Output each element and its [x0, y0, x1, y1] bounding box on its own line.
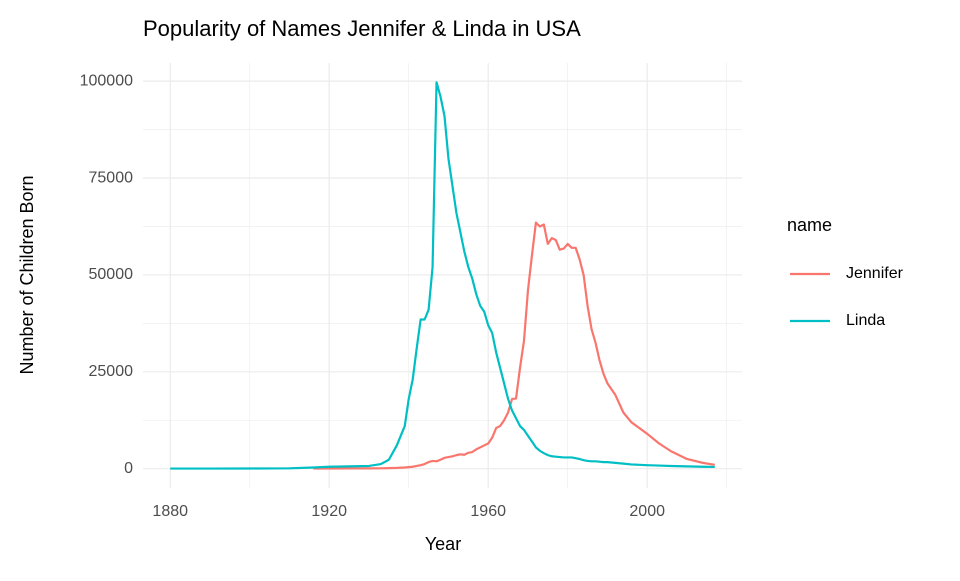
x-tick-label: 1920 [311, 503, 347, 520]
y-tick-label: 25000 [89, 363, 134, 380]
x-axis-label: Year [425, 534, 461, 554]
legend-title: name [787, 215, 832, 235]
legend-label: Jennifer [846, 265, 904, 282]
x-tick-label: 1880 [152, 503, 188, 520]
y-tick-label: 50000 [89, 266, 134, 283]
line [170, 81, 715, 470]
y-tick-label: 75000 [89, 169, 134, 186]
chart-title: Popularity of Names Jennifer & Linda in … [143, 16, 581, 41]
y-tick-label: 0 [124, 460, 133, 477]
line [313, 221, 715, 470]
x-tick-label: 1960 [470, 503, 506, 520]
y-axis-label: Number of Children Born [17, 175, 37, 374]
y-tick-label: 100000 [80, 72, 133, 89]
legend-label: Linda [846, 312, 885, 329]
x-tick-label: 2000 [629, 503, 665, 520]
